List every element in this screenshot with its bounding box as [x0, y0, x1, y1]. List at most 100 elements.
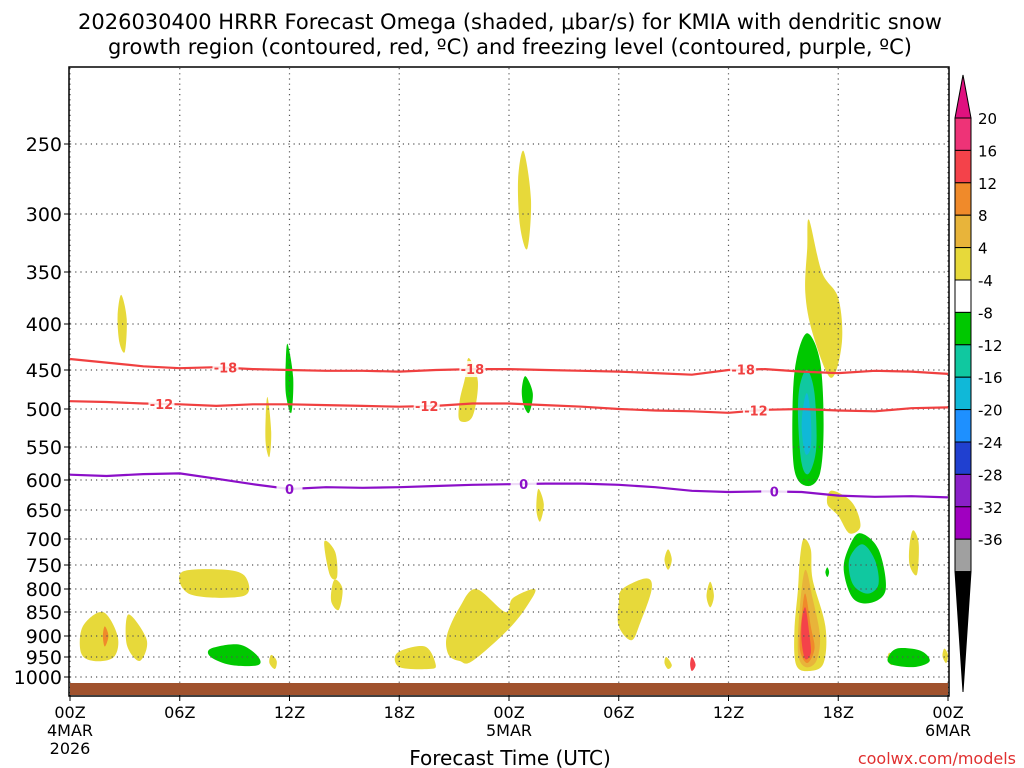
- colorbar-label-6: -8: [978, 304, 993, 322]
- omega-area-38: [942, 648, 949, 664]
- omega-area-22: [324, 540, 338, 580]
- omega-area-6: [521, 376, 533, 414]
- x-tick-label-8: 00Z: [932, 703, 963, 722]
- omega-area-4: [517, 150, 532, 250]
- colorbar-segment-0: [954, 117, 972, 151]
- y-tick-label-900: 900: [26, 626, 62, 648]
- y-tick-label-250: 250: [26, 134, 62, 156]
- colorbar-segment-1: [954, 149, 972, 184]
- omega-area-9: [102, 626, 109, 647]
- contour-label-bg-0-2: [761, 483, 788, 500]
- colorbar-label-13: -36: [978, 531, 1003, 549]
- y-tick-label-700: 700: [26, 529, 62, 551]
- y-tick-label-600: 600: [26, 470, 62, 492]
- contour-label-0-2: 0: [770, 486, 779, 501]
- colorbar-label-2: 12: [978, 175, 997, 193]
- colorbar-segment-10: [954, 441, 972, 475]
- contour-label--12-2: -12: [744, 405, 768, 420]
- y-tick-label-350: 350: [26, 262, 62, 284]
- contour-line-0: [69, 472, 949, 499]
- contour-label-bg--18-1: [459, 361, 486, 378]
- colorbar-segment-4: [954, 247, 972, 281]
- colorbar-segment-11: [954, 473, 972, 508]
- omega-area-14: [330, 579, 343, 611]
- colorbar-label-1: 16: [978, 142, 997, 160]
- contour-label-0-0: 0: [285, 483, 294, 498]
- colorbar-label-0: 20: [978, 110, 997, 128]
- colorbar-segment-2: [954, 182, 972, 216]
- chart-title-line1: 2026030400 HRRR Forecast Omega (shaded, …: [78, 10, 942, 34]
- omega-area-18: [664, 549, 672, 570]
- colorbar-label-12: -32: [978, 499, 1003, 517]
- colorbar-segment-7: [954, 344, 972, 378]
- omega-area-3: [265, 397, 272, 458]
- contour-label-bg--12-0: [148, 395, 175, 412]
- colorbar-segment-13: [954, 538, 972, 573]
- colorbar-segment-12: [954, 506, 972, 540]
- contour-line--12: [69, 400, 949, 414]
- omega-area-31: [826, 490, 861, 534]
- colorbar-segment-8: [954, 376, 972, 411]
- colorbar-label-4: 4: [978, 240, 988, 258]
- x-tick-label-3: 18Z: [384, 703, 415, 722]
- colorbar-label-10: -24: [978, 434, 1003, 452]
- colorbar-segment-9: [954, 409, 972, 443]
- colorbar-label-8: -16: [978, 369, 1003, 387]
- contour-label-bg--12-2: [742, 402, 769, 419]
- y-tick-label-800: 800: [26, 579, 62, 601]
- contour-label--18-1: -18: [461, 363, 485, 378]
- y-tick-label-750: 750: [26, 555, 62, 577]
- contour-label--18-0: -18: [214, 362, 238, 377]
- omega-area-8: [79, 611, 119, 662]
- y-tick-label-550: 550: [26, 437, 62, 459]
- x-axis-label: Forecast Time (UTC): [409, 746, 611, 768]
- contour-label-bg-0-1: [510, 475, 537, 492]
- omega-area-17: [617, 578, 652, 641]
- omega-area-30: [801, 607, 811, 660]
- contour-label-bg--12-1: [413, 398, 440, 415]
- contour-label-bg-0-0: [276, 481, 303, 497]
- x-tick-label-1: 06Z: [164, 703, 195, 722]
- omega-area-37: [908, 530, 919, 576]
- omega-area-21: [690, 656, 696, 672]
- temperature-contours: -18 -18 -18 -12 -12 -12 0 0 0: [69, 357, 949, 501]
- omega-area-11: [179, 569, 250, 598]
- x-tick-label-4: 00Z: [493, 703, 524, 722]
- y-tick-label-950: 950: [26, 647, 62, 669]
- colorbar-label-3: 8: [978, 207, 988, 225]
- contour-label--12-0: -12: [150, 398, 174, 413]
- x-tick-year-0: 2026: [50, 739, 91, 758]
- y-tick-label-450: 450: [26, 360, 62, 382]
- x-tick-label-7: 18Z: [823, 703, 854, 722]
- colorbar-label-5: -4: [978, 272, 993, 290]
- omega-area-2: [285, 343, 294, 414]
- x-tick-date-8: 6MAR: [925, 721, 971, 740]
- omega-shaded-areas: [79, 150, 949, 672]
- y-tick-label-400: 400: [26, 314, 62, 336]
- omega-area-10: [125, 614, 148, 662]
- colorbar-label-9: -20: [978, 402, 1003, 420]
- omega-area-19: [664, 656, 672, 670]
- colorbar-bottom-arrow: [954, 571, 972, 693]
- contour-label-bg--18-2: [730, 361, 757, 378]
- contour-label-bg--18-0: [212, 359, 239, 376]
- omega-area-15: [394, 646, 436, 670]
- omega-area-16: [445, 588, 536, 664]
- omega-area-12: [207, 644, 261, 667]
- contour-label--18-2: -18: [731, 364, 755, 379]
- ground-surface: [70, 683, 948, 695]
- omega-area-39: [825, 567, 830, 577]
- y-axis: 2503003504004505005506006507007508008509…: [14, 134, 70, 689]
- colorbar-label-11: -28: [978, 466, 1003, 484]
- y-tick-label-300: 300: [26, 204, 62, 226]
- x-tick-label-6: 12Z: [713, 703, 744, 722]
- omega-area-23: [805, 219, 843, 378]
- omega-area-13: [269, 654, 277, 670]
- contour-label-0-1: 0: [519, 478, 528, 493]
- omega-area-7: [536, 488, 544, 522]
- omega-area-34: [848, 544, 879, 594]
- x-tick-label-2: 12Z: [274, 703, 305, 722]
- x-tick-date-4: 5MAR: [486, 721, 532, 740]
